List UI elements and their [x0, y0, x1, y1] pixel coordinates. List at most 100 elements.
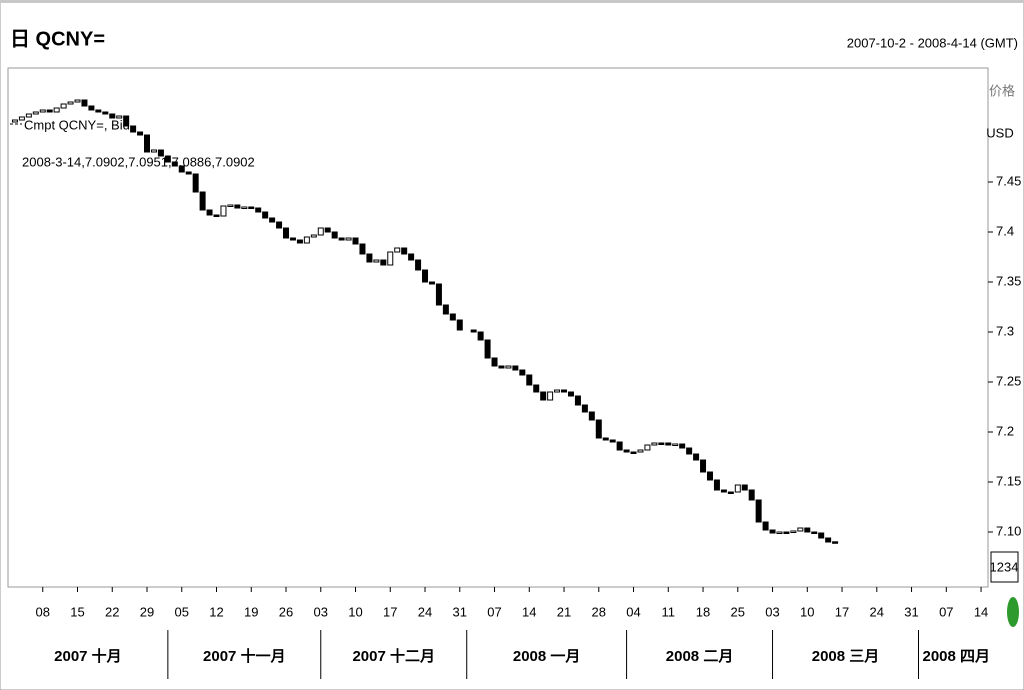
candle-body: [609, 439, 616, 443]
candle-body: [241, 206, 248, 209]
candle-body: [116, 115, 123, 119]
corner-box: [990, 551, 1019, 583]
y-tick-label: 7.35: [996, 273, 1021, 288]
x-tick-label: 14: [974, 604, 988, 619]
candle-body: [581, 404, 588, 413]
y-tick-label: 7.4: [996, 223, 1014, 238]
candle-body: [498, 365, 505, 369]
candle-body: [32, 111, 39, 115]
candle-body: [338, 237, 345, 241]
y-tick-label: 7.10: [996, 523, 1021, 538]
candle-body: [380, 259, 387, 266]
candle-body: [547, 391, 554, 401]
candle-body: [331, 231, 338, 239]
x-tick-label: 07: [487, 604, 501, 619]
candle-body: [734, 484, 741, 493]
candle-body: [623, 449, 630, 453]
y-tick-label: 7.15: [996, 473, 1021, 488]
candle-body: [693, 453, 700, 461]
candle-body: [234, 204, 241, 209]
candle-body: [442, 304, 449, 315]
plot-area: [7, 67, 989, 588]
y-tick-label: 7.3: [996, 323, 1014, 338]
candle-body: [171, 161, 178, 167]
x-tick-label: 22: [105, 604, 119, 619]
x-tick-label: 24: [418, 604, 432, 619]
candle-body: [262, 211, 269, 219]
candle-body: [60, 103, 67, 109]
candle-body: [199, 191, 206, 211]
candle-body: [832, 541, 839, 544]
candle-body: [366, 253, 373, 263]
ohlc-annotation: 2008-3-14,7.0902,7.0951,7.0886,7.0902: [22, 154, 255, 169]
candle-body: [574, 395, 581, 406]
candle-body: [790, 530, 797, 533]
candle-body: [373, 259, 380, 263]
candle-body: [519, 369, 526, 376]
candle-body: [602, 437, 609, 441]
candle-body: [595, 419, 602, 439]
x-tick-label: 08: [36, 604, 50, 619]
candle-body: [818, 532, 825, 539]
candle-body: [178, 165, 185, 173]
month-label: 2008 三月: [812, 648, 880, 665]
candle-body: [512, 365, 519, 371]
candle-body: [741, 484, 748, 491]
candle-body: [561, 389, 568, 393]
candle-body: [727, 491, 734, 494]
candle-body: [408, 253, 415, 261]
candle-body: [109, 113, 116, 119]
month-label: 2008 四月: [922, 648, 990, 665]
month-label: 2007 十二月: [352, 647, 435, 665]
candle-body: [637, 449, 644, 453]
candle-body: [713, 479, 720, 491]
candle-body: [526, 374, 533, 386]
x-tick-label: 19: [244, 604, 258, 619]
candle-body: [88, 105, 95, 111]
candle-body: [324, 227, 331, 233]
x-tick-label: 10: [348, 604, 362, 619]
candle-body: [776, 531, 783, 534]
x-tick-label: 11: [662, 604, 676, 619]
y-tick-label: 7.25: [996, 373, 1021, 388]
candle-body: [95, 109, 102, 113]
y-axis-label: 价格: [989, 83, 1015, 98]
x-tick-label: 31: [453, 604, 467, 619]
candle-body: [310, 234, 317, 238]
candle-body: [797, 527, 804, 532]
candle-body: [220, 205, 227, 217]
candle-body: [206, 209, 213, 216]
x-tick-label: 12: [209, 604, 223, 619]
candle-body: [505, 365, 512, 369]
candle-body: [428, 281, 435, 285]
candle-body: [456, 319, 463, 331]
candle-body: [394, 247, 401, 253]
candle-body: [665, 442, 672, 446]
candle-body: [227, 204, 234, 207]
candle-body: [157, 149, 164, 157]
candle-body: [616, 441, 623, 451]
candle-body: [491, 357, 498, 367]
x-tick-label: 03: [765, 604, 779, 619]
candle-body: [762, 521, 769, 531]
x-tick-label: 26: [279, 604, 293, 619]
candle-body: [289, 237, 296, 241]
candle-body: [255, 207, 262, 213]
top-edge: [0, 0, 1024, 3]
legend-label: Cmpt QCNY=, Bid: [24, 117, 130, 132]
x-tick-label: 29: [140, 604, 154, 619]
subtitle: 2007-10-2 - 2008-4-14 (GMT): [847, 35, 1018, 50]
candle-body: [185, 171, 192, 175]
candle-body: [248, 206, 255, 209]
candle-body: [53, 107, 60, 113]
y-tick-label: 7.2: [996, 423, 1014, 438]
candle-body: [46, 109, 53, 113]
candle-body: [269, 217, 276, 223]
candle-body: [359, 243, 366, 255]
candle-body: [123, 115, 130, 127]
candle-body: [748, 489, 755, 501]
candle-body: [567, 391, 574, 397]
candle-body: [658, 442, 665, 445]
x-tick-label: 28: [592, 604, 606, 619]
